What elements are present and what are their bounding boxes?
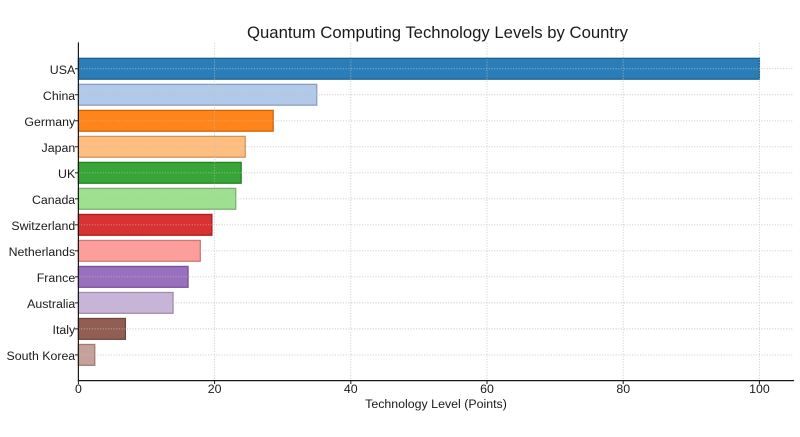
svg-text:Japan: Japan: [42, 141, 76, 155]
svg-text:0: 0: [75, 382, 82, 396]
svg-text:Australia: Australia: [27, 297, 75, 311]
svg-text:20: 20: [208, 382, 222, 396]
svg-text:South Korea: South Korea: [7, 349, 76, 363]
svg-text:France: France: [37, 271, 76, 285]
svg-text:40: 40: [344, 382, 358, 396]
svg-text:80: 80: [616, 382, 630, 396]
svg-text:100: 100: [749, 382, 770, 396]
svg-text:60: 60: [480, 382, 494, 396]
svg-text:Netherlands: Netherlands: [9, 245, 76, 259]
svg-text:Germany: Germany: [24, 115, 76, 129]
svg-text:Italy: Italy: [53, 323, 76, 337]
svg-text:Switzerland: Switzerland: [11, 219, 75, 233]
svg-text:Canada: Canada: [32, 193, 75, 207]
svg-text:UK: UK: [58, 167, 76, 181]
svg-text:USA: USA: [50, 63, 76, 77]
svg-text:Technology Level (Points): Technology Level (Points): [365, 397, 507, 411]
svg-text:Quantum Computing Technology L: Quantum Computing Technology Levels by C…: [247, 23, 629, 42]
svg-text:China: China: [43, 89, 75, 103]
